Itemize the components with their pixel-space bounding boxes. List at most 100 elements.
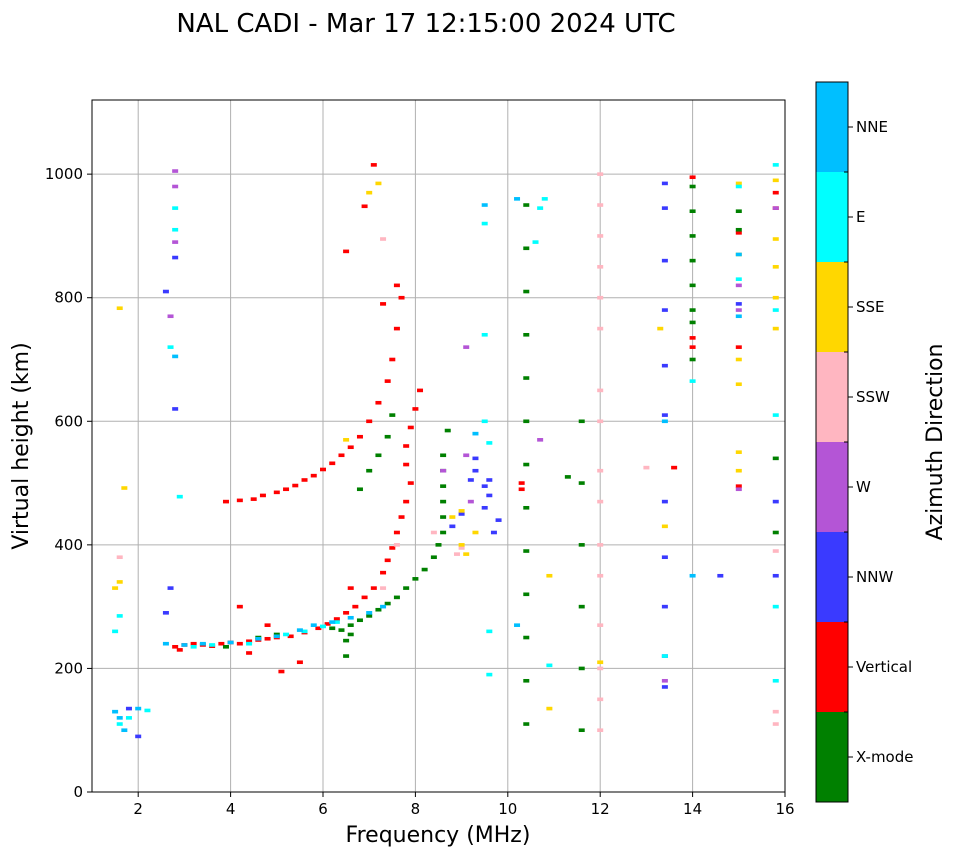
data-point — [523, 722, 530, 726]
data-point — [735, 484, 742, 488]
data-point — [661, 181, 668, 186]
data-point — [689, 184, 696, 189]
data-point — [172, 169, 179, 173]
data-point — [597, 660, 604, 665]
data-point — [430, 555, 437, 560]
data-point — [597, 697, 604, 702]
data-point — [338, 453, 345, 458]
grid-lines — [92, 100, 786, 793]
data-point — [537, 438, 544, 442]
data-point — [772, 237, 779, 241]
data-point — [735, 314, 742, 319]
data-point — [333, 620, 340, 624]
data-point — [338, 628, 345, 632]
data-point — [735, 468, 742, 473]
data-point — [366, 190, 373, 195]
data-point — [671, 465, 678, 470]
data-point — [343, 638, 350, 643]
data-point — [481, 505, 488, 510]
data-point — [772, 499, 779, 504]
data-point — [578, 543, 585, 547]
data-point — [523, 505, 530, 510]
data-point — [135, 734, 142, 739]
data-point — [523, 549, 530, 553]
data-point — [532, 240, 539, 244]
data-point — [597, 728, 604, 733]
data-point — [772, 163, 779, 167]
data-point — [315, 626, 322, 631]
data-point — [380, 570, 387, 575]
data-point — [384, 601, 391, 606]
data-point — [352, 604, 359, 609]
data-point — [772, 413, 779, 417]
data-point — [472, 468, 479, 473]
data-point — [481, 203, 488, 207]
data-point — [772, 604, 779, 609]
data-point — [356, 618, 363, 623]
data-point — [190, 641, 197, 646]
data-point — [578, 481, 585, 485]
data-point — [278, 669, 285, 674]
plot-background — [92, 100, 785, 792]
data-point — [236, 498, 243, 503]
data-point — [689, 209, 696, 214]
azimuth-colorbar: X-mode Vertical NNW W SSW SSE E NNE — [815, 81, 913, 803]
data-point — [523, 419, 530, 424]
colorbar-label-ssw: SSW — [856, 388, 890, 406]
data-point — [393, 595, 400, 600]
data-point — [523, 289, 530, 294]
data-point — [523, 635, 530, 640]
data-point — [296, 660, 303, 665]
colorbar-label-w: W — [856, 478, 871, 496]
data-point — [689, 234, 696, 238]
data-point — [689, 258, 696, 263]
y-tick-label: 1000 — [45, 165, 83, 183]
data-point — [333, 617, 340, 621]
data-point — [125, 716, 132, 720]
colorbar-label-x-mode: X-mode — [856, 748, 913, 766]
data-point — [597, 623, 604, 627]
data-point — [176, 648, 183, 652]
data-point — [329, 626, 336, 631]
data-point — [403, 462, 410, 467]
data-point — [440, 499, 447, 504]
data-point — [296, 628, 303, 632]
data-point — [689, 573, 696, 578]
data-point — [366, 419, 373, 424]
data-point — [236, 604, 243, 609]
x-tick-label: 12 — [591, 800, 610, 818]
data-point — [403, 586, 410, 590]
data-point — [273, 632, 280, 637]
data-point — [481, 484, 488, 488]
data-point — [546, 663, 553, 668]
y-tick-label: 200 — [54, 659, 83, 677]
data-point — [735, 308, 742, 312]
data-point — [481, 419, 488, 424]
data-point — [735, 302, 742, 306]
data-point — [172, 227, 179, 232]
data-point — [578, 419, 585, 424]
data-point — [467, 478, 474, 482]
data-point — [689, 308, 696, 312]
data-point — [403, 444, 410, 448]
data-point — [486, 478, 493, 482]
data-point — [144, 708, 151, 713]
data-point — [661, 555, 668, 560]
data-point — [514, 197, 521, 201]
y-tick-label: 0 — [73, 783, 83, 801]
data-point — [453, 552, 460, 556]
series-ssw — [116, 172, 779, 733]
data-point — [181, 643, 188, 647]
data-point — [643, 465, 650, 470]
data-point — [735, 227, 742, 232]
data-point — [222, 645, 229, 649]
data-point — [292, 483, 299, 488]
data-point — [393, 543, 400, 547]
x-axis-label: Frequency (MHz) — [346, 823, 531, 848]
data-point — [661, 258, 668, 263]
series-x-mode — [222, 184, 779, 733]
data-point — [440, 453, 447, 458]
data-point — [356, 434, 363, 439]
data-point — [735, 450, 742, 454]
